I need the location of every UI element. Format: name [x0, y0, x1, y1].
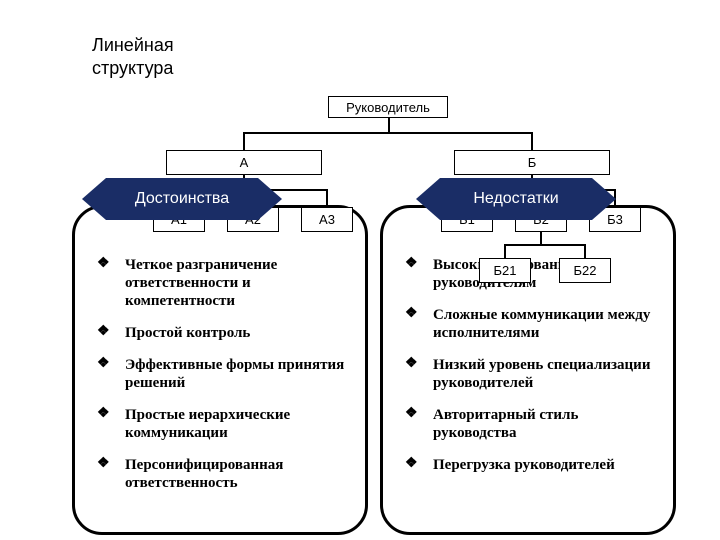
node-A: А — [166, 150, 322, 175]
node-label: Б — [528, 155, 537, 170]
list-item: Перегрузка руководителей — [405, 456, 655, 474]
node-root: Руководитель — [328, 96, 448, 118]
node-B21: Б21 — [479, 258, 531, 283]
node-B22: Б22 — [559, 258, 611, 283]
title-line2: структура — [92, 58, 173, 78]
connector — [388, 118, 390, 132]
advantages-list: Четкое разграничение ответственности и к… — [97, 256, 347, 492]
title-line1: Линейная — [92, 35, 174, 55]
connector — [243, 132, 533, 134]
node-label: Б22 — [574, 263, 597, 278]
disadvantages-panel: Высокие требования к руководителям Сложн… — [380, 205, 676, 535]
disadvantages-list: Высокие требования к руководителям Сложн… — [405, 256, 655, 474]
node-label: А3 — [319, 212, 335, 227]
hex-label: Недостатки — [473, 190, 558, 208]
hex-label: Достоинства — [135, 190, 229, 208]
node-label: Б3 — [607, 212, 623, 227]
list-item: Авторитарный стиль руководства — [405, 406, 655, 442]
list-item: Эффективные формы принятия решений — [97, 356, 347, 392]
connector — [243, 132, 245, 150]
list-item: Простые иерархические коммуникации — [97, 406, 347, 442]
node-label: Руководитель — [346, 100, 430, 115]
list-item: Четкое разграничение ответственности и к… — [97, 256, 347, 310]
list-item: Простой контроль — [97, 324, 347, 342]
node-label: Б21 — [494, 263, 517, 278]
hex-advantages: Достоинства — [82, 178, 282, 220]
node-A3: А3 — [301, 207, 353, 232]
list-item: Персонифицированная ответственность — [97, 456, 347, 492]
connector — [531, 132, 533, 150]
list-item: Сложные коммуникации между исполнителями — [405, 306, 655, 342]
node-B: Б — [454, 150, 610, 175]
advantages-panel: Четкое разграничение ответственности и к… — [72, 205, 368, 535]
hex-disadvantages: Недостатки — [416, 178, 616, 220]
diagram-title: Линейная структура — [92, 34, 174, 79]
list-item: Низкий уровень специализации руководител… — [405, 356, 655, 392]
node-label: А — [240, 155, 249, 170]
